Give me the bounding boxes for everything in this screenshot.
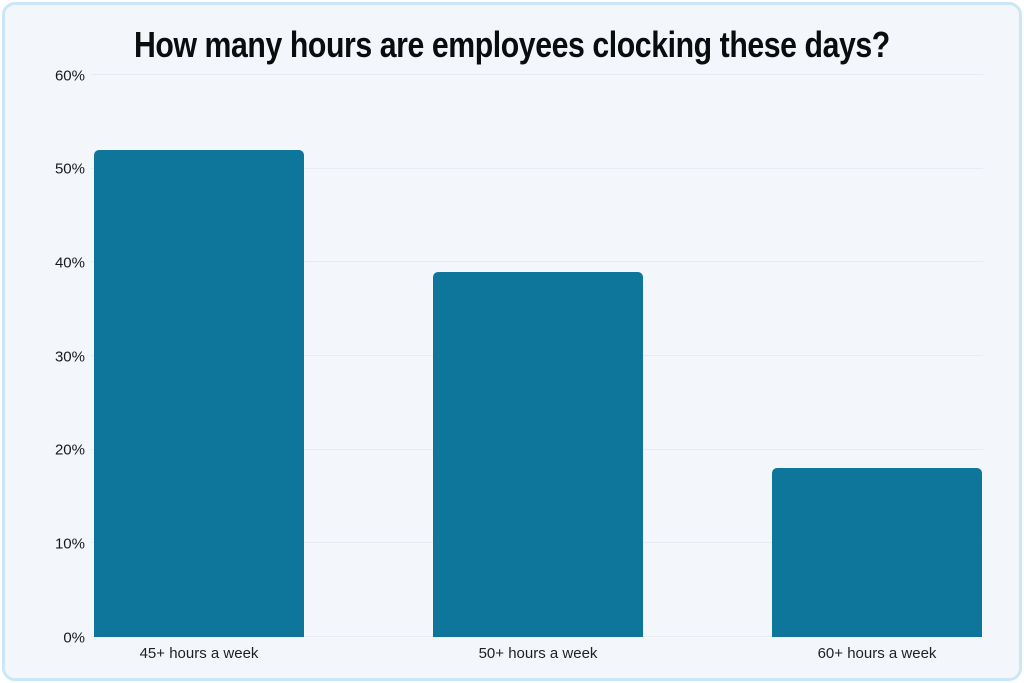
- y-tick-label: 60%: [54, 67, 85, 84]
- y-tick-label: 30%: [54, 348, 85, 365]
- y-tick-label: 0%: [63, 629, 85, 646]
- chart-title-container: How many hours are employees clocking th…: [5, 25, 1019, 65]
- plot-area: 0% 10% 20% 30% 40% 50% 60%: [55, 67, 983, 646]
- x-tick-label: 60+ hours a week: [817, 645, 937, 662]
- bar-50-hours-a-week: [433, 272, 643, 637]
- y-tick-label: 10%: [54, 535, 85, 553]
- y-tick-label: 20%: [54, 441, 85, 459]
- gridline-60: [91, 74, 983, 75]
- bar-45-hours-a-week: [94, 150, 304, 637]
- y-tick-label: 50%: [54, 160, 85, 178]
- y-tick-label: 40%: [54, 254, 85, 272]
- x-tick-label: 50+ hours a week: [478, 645, 598, 662]
- gridline-40: [91, 261, 983, 263]
- bar-60-hours-a-week: [772, 468, 982, 637]
- gridline-50: [91, 167, 983, 169]
- chart-title: How many hours are employees clocking th…: [134, 24, 890, 65]
- x-tick-label: 45+ hours a week: [139, 645, 259, 662]
